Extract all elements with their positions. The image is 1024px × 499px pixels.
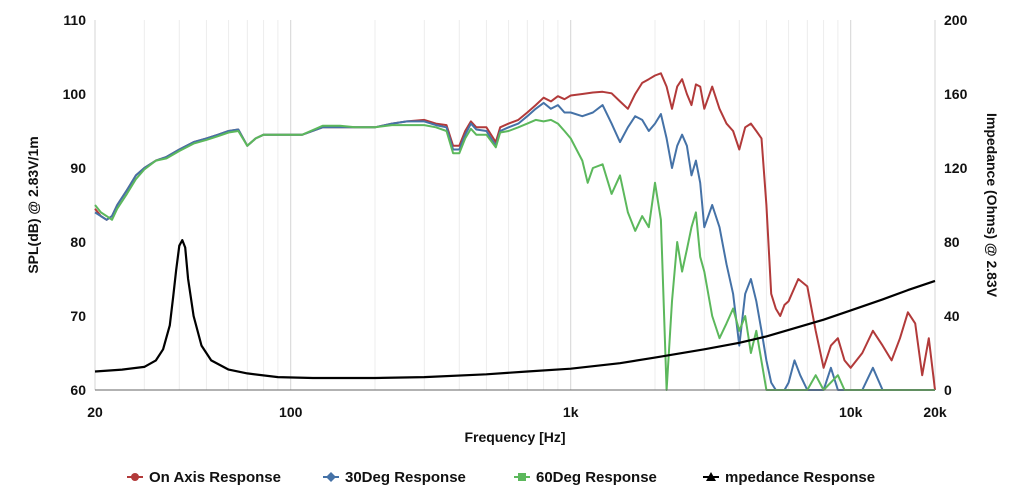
legend-marker-diamond <box>326 472 336 482</box>
x-tick-label: 20 <box>87 404 103 420</box>
legend: On Axis Response 30Deg Response 60Deg Resp… <box>127 469 875 486</box>
legend-marker-triangle <box>706 472 716 481</box>
y-right-tick-label: 200 <box>944 12 968 28</box>
y-left-tick-label: 70 <box>70 308 86 324</box>
legend-marker-circle <box>131 473 139 481</box>
legend-item-1: On Axis Response <box>127 469 281 486</box>
y-left-tick-label: 100 <box>63 86 87 102</box>
y-left-tick-label: 90 <box>70 160 86 176</box>
x-tick-label: 20k <box>923 404 947 420</box>
y-right-tick-label: 120 <box>944 160 968 176</box>
y-left-tick-label: 60 <box>70 382 86 398</box>
grid-lines <box>94 20 936 390</box>
series-lines <box>94 72 936 391</box>
legend-item-4: mpedance Response <box>703 469 875 486</box>
x-tick-label: 10k <box>839 404 863 420</box>
y-right-tick-label: 40 <box>944 308 960 324</box>
legend-item-2: 30Deg Response <box>323 469 466 486</box>
y-right-tick-labels: 0 40 80 120 160 200 <box>944 12 968 398</box>
legend-label: 60Deg Response <box>536 469 657 486</box>
x-tick-labels: 20 100 1k 10k 20k <box>87 404 947 420</box>
x-tick-label: 1k <box>563 404 579 420</box>
legend-label: 30Deg Response <box>345 469 466 486</box>
series-line-1 <box>94 72 936 391</box>
x-tick-label: 100 <box>279 404 303 420</box>
series-line-2 <box>94 101 935 391</box>
y-right-tick-label: 80 <box>944 234 960 250</box>
y-left-axis-title: SPL(dB) @ 2.83V/1m <box>25 136 41 273</box>
y-left-tick-label: 80 <box>70 234 86 250</box>
series-line-4 <box>94 239 936 380</box>
y-right-tick-label: 160 <box>944 86 968 102</box>
x-axis-title: Frequency [Hz] <box>464 429 565 445</box>
legend-item-3: 60Deg Response <box>514 469 657 486</box>
legend-label: On Axis Response <box>149 469 281 486</box>
y-left-tick-label: 110 <box>63 12 86 28</box>
y-left-tick-labels: 60 70 80 90 100 110 <box>63 12 87 398</box>
series-line-3 <box>94 118 935 391</box>
legend-label: mpedance Response <box>725 469 875 486</box>
y-right-tick-label: 0 <box>944 382 952 398</box>
legend-marker-square <box>518 473 526 481</box>
y-right-axis-title: Impedance (Ohms) @ 2.83V <box>984 113 1000 298</box>
